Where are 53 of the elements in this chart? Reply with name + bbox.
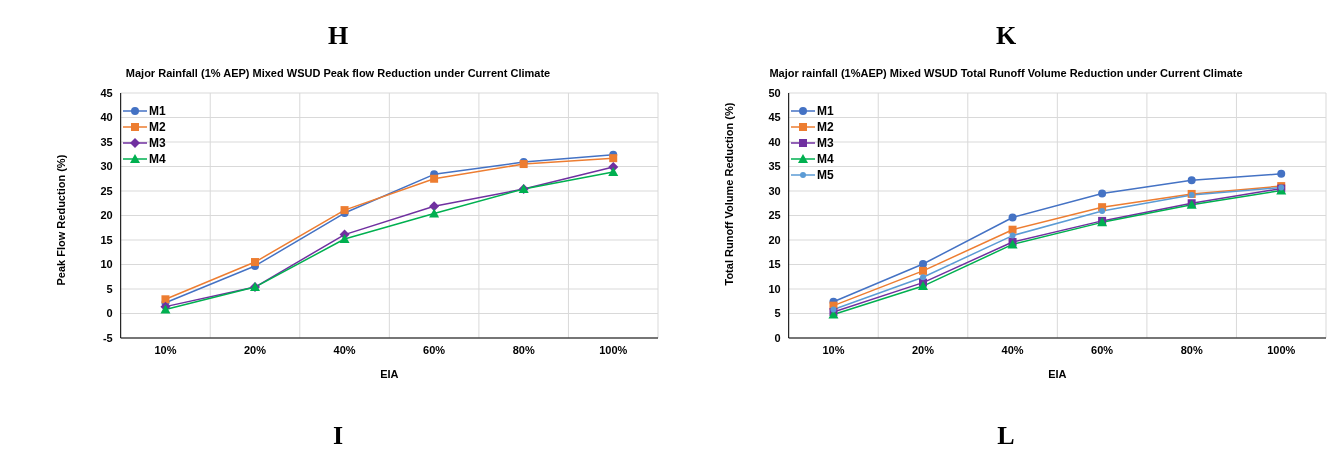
legend-label: M4 <box>817 152 834 166</box>
y-axis-title: Peak Flow Reduction (%) <box>54 154 67 286</box>
y-tick-label: 30 <box>100 160 113 173</box>
y-tick-label: 0 <box>774 331 781 344</box>
x-tick-label: 60% <box>423 343 446 356</box>
text: K <box>994 20 1018 52</box>
chart-title: Major rainfall (1%AEP) Mixed WSUD Total Runoff Volume Reduction under Current Climate <box>768 67 1244 79</box>
y-tick-label: 25 <box>100 184 113 197</box>
x-axis-title: EIA <box>380 368 399 380</box>
y-tick-label: 35 <box>100 135 113 148</box>
y-tick-label: 35 <box>768 160 781 173</box>
legend-label: M2 <box>149 120 166 134</box>
y-tick-label: 25 <box>768 209 781 222</box>
y-tick-label: 45 <box>768 111 781 124</box>
x-tick-label: 100% <box>1267 343 1296 356</box>
y-tick-label: 40 <box>100 111 113 124</box>
legend-label: M3 <box>817 136 834 150</box>
x-tick-label: 80% <box>1180 343 1203 356</box>
y-tick-label: 20 <box>100 209 113 222</box>
x-tick-label: 60% <box>1091 343 1114 356</box>
y-tick-label: 50 <box>768 86 781 99</box>
x-tick-label: 40% <box>333 343 356 356</box>
chart-title: Major Rainfall (1% AEP) Mixed WSUD Peak flow Reduction under Current Climate <box>124 67 552 79</box>
y-tick-label: 45 <box>100 86 113 99</box>
y-tick-label: 10 <box>768 282 781 295</box>
legend-label: M1 <box>817 104 834 118</box>
x-tick-label: 10% <box>822 343 845 356</box>
legend-label: M3 <box>149 136 166 150</box>
x-tick-label: 40% <box>1001 343 1024 356</box>
y-tick-label: 30 <box>768 184 781 197</box>
x-tick-label: 80% <box>512 343 535 356</box>
y-tick-label: 5 <box>106 282 113 295</box>
y-axis-title: Total Runoff Volume Reduction (%) <box>722 102 735 286</box>
y-tick-label: 15 <box>100 233 113 246</box>
x-tick-label: 20% <box>911 343 935 356</box>
y-tick-label: 20 <box>768 233 781 246</box>
x-tick-label: 10% <box>154 343 177 356</box>
y-tick-label: 10 <box>100 258 113 271</box>
y-tick-label: 5 <box>774 307 781 320</box>
x-tick-label: 20% <box>243 343 267 356</box>
y-tick-label: -5 <box>102 331 113 344</box>
legend-label: M1 <box>149 104 166 118</box>
y-tick-label: 0 <box>106 307 113 320</box>
y-tick-label: 15 <box>768 258 781 271</box>
text: I <box>331 420 345 452</box>
y-tick-label: 40 <box>768 135 781 148</box>
x-axis-title: EIA <box>1048 368 1067 380</box>
legend-label: M5 <box>817 168 834 182</box>
legend-label: M4 <box>149 152 166 166</box>
text: L <box>996 420 1016 452</box>
text: H <box>326 20 350 52</box>
legend-label: M2 <box>817 120 834 134</box>
x-tick-label: 100% <box>599 343 628 356</box>
